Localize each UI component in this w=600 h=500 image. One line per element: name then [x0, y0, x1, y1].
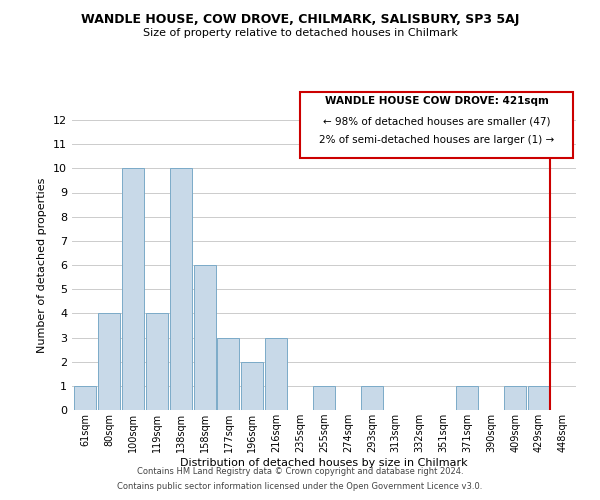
Y-axis label: Number of detached properties: Number of detached properties — [37, 178, 47, 352]
Bar — [98, 314, 120, 410]
Bar — [217, 338, 239, 410]
Text: 2% of semi-detached houses are larger (1) →: 2% of semi-detached houses are larger (1… — [319, 135, 554, 145]
Bar — [457, 386, 478, 410]
Bar — [265, 338, 287, 410]
Bar — [146, 314, 168, 410]
Text: WANDLE HOUSE COW DROVE: 421sqm: WANDLE HOUSE COW DROVE: 421sqm — [325, 96, 548, 106]
Bar — [361, 386, 383, 410]
Text: ← 98% of detached houses are smaller (47): ← 98% of detached houses are smaller (47… — [323, 116, 550, 126]
Bar — [74, 386, 96, 410]
Bar — [313, 386, 335, 410]
Text: Contains HM Land Registry data © Crown copyright and database right 2024.: Contains HM Land Registry data © Crown c… — [137, 467, 463, 476]
Text: WANDLE HOUSE, COW DROVE, CHILMARK, SALISBURY, SP3 5AJ: WANDLE HOUSE, COW DROVE, CHILMARK, SALIS… — [81, 12, 519, 26]
Bar — [241, 362, 263, 410]
Text: Contains public sector information licensed under the Open Government Licence v3: Contains public sector information licen… — [118, 482, 482, 491]
Text: Size of property relative to detached houses in Chilmark: Size of property relative to detached ho… — [143, 28, 457, 38]
Bar — [170, 168, 191, 410]
Bar — [194, 265, 215, 410]
Bar — [504, 386, 526, 410]
Bar — [528, 386, 550, 410]
X-axis label: Distribution of detached houses by size in Chilmark: Distribution of detached houses by size … — [180, 458, 468, 468]
Bar — [122, 168, 144, 410]
